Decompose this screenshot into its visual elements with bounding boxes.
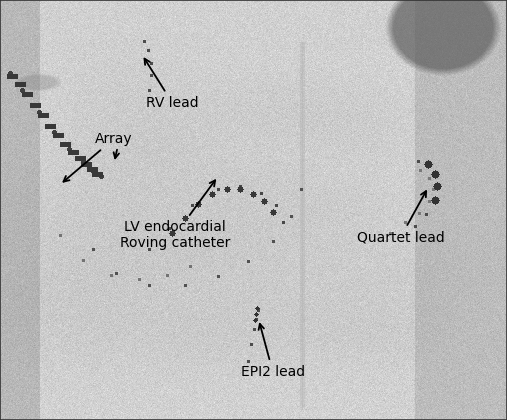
Text: Quartet lead: Quartet lead (356, 191, 445, 244)
Text: LV endocardial
Roving catheter: LV endocardial Roving catheter (120, 180, 230, 250)
Text: EPI2 lead: EPI2 lead (241, 324, 305, 379)
Text: Array: Array (63, 131, 133, 182)
Text: RV lead: RV lead (144, 59, 199, 110)
